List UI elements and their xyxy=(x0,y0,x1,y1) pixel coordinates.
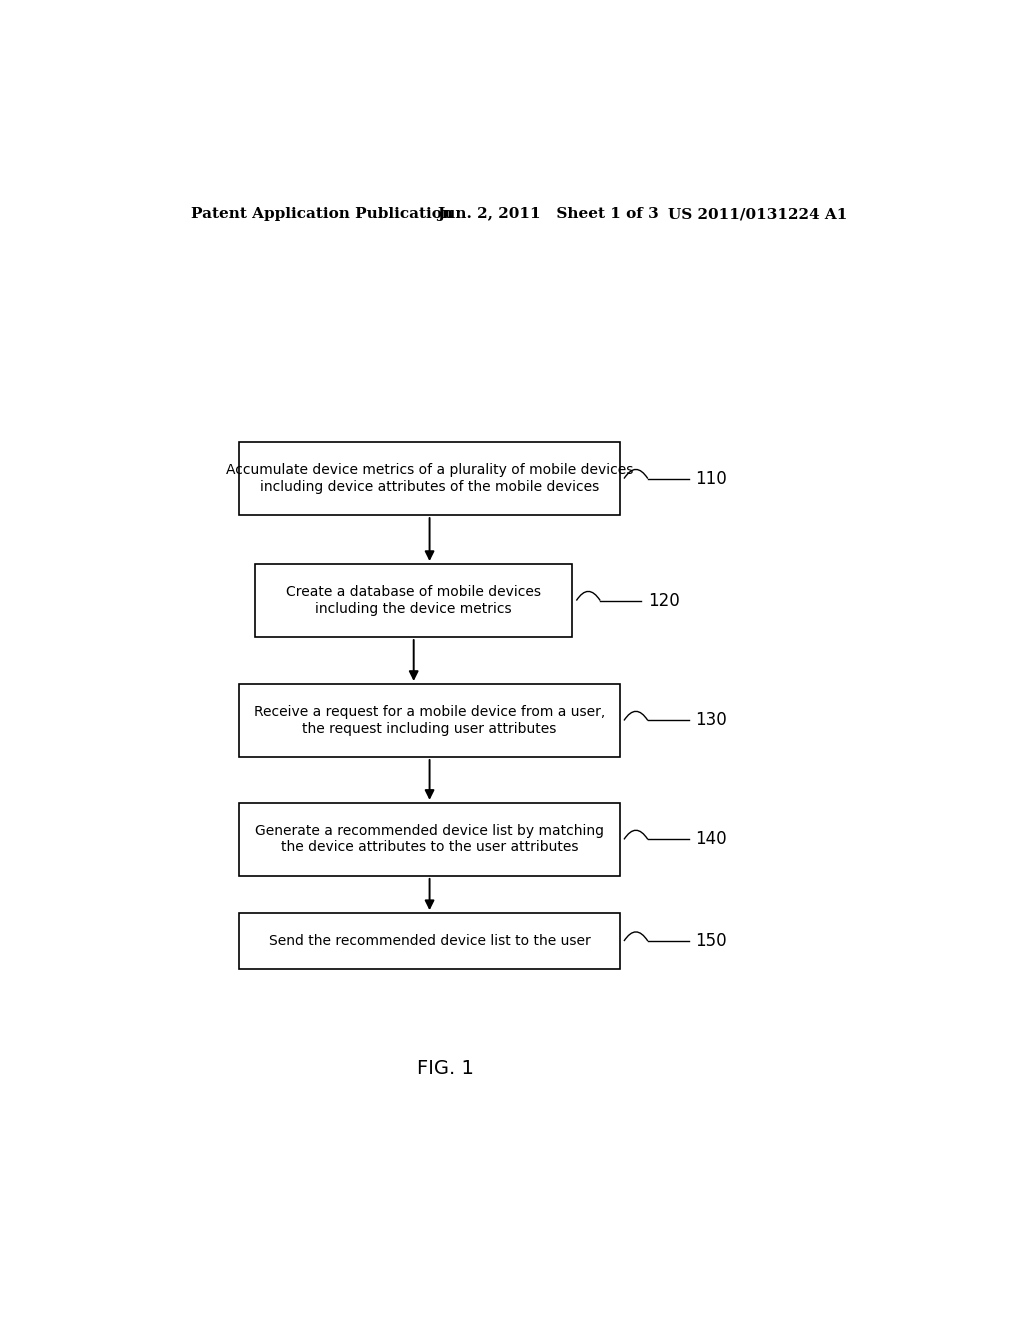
Text: Generate a recommended device list by matching
the device attributes to the user: Generate a recommended device list by ma… xyxy=(255,824,604,854)
Text: 150: 150 xyxy=(695,932,727,950)
Text: Jun. 2, 2011   Sheet 1 of 3: Jun. 2, 2011 Sheet 1 of 3 xyxy=(437,207,659,222)
Text: Patent Application Publication: Patent Application Publication xyxy=(191,207,454,222)
Text: 140: 140 xyxy=(695,830,727,849)
Text: Receive a request for a mobile device from a user,
the request including user at: Receive a request for a mobile device fr… xyxy=(254,705,605,735)
Text: Send the recommended device list to the user: Send the recommended device list to the … xyxy=(268,935,591,948)
Text: Accumulate device metrics of a plurality of mobile devices
including device attr: Accumulate device metrics of a plurality… xyxy=(226,463,633,494)
Bar xyxy=(240,913,621,969)
Bar xyxy=(240,684,621,758)
Bar xyxy=(240,442,621,515)
Text: 120: 120 xyxy=(648,591,680,610)
Text: 130: 130 xyxy=(695,711,727,730)
Text: Create a database of mobile devices
including the device metrics: Create a database of mobile devices incl… xyxy=(286,586,542,615)
Bar xyxy=(240,803,621,876)
Text: 110: 110 xyxy=(695,470,727,487)
Text: FIG. 1: FIG. 1 xyxy=(417,1059,474,1077)
Text: US 2011/0131224 A1: US 2011/0131224 A1 xyxy=(668,207,847,222)
Bar xyxy=(255,564,572,638)
